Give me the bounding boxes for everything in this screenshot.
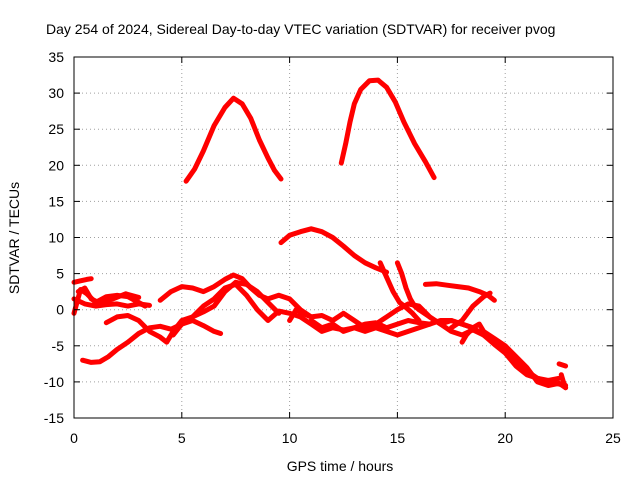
y-tick-label: 0 bbox=[56, 302, 64, 318]
series-arc-15 bbox=[394, 260, 422, 313]
series-arc-8 bbox=[80, 318, 224, 365]
y-axis-label: SDTVAR / TECUs bbox=[6, 182, 22, 294]
x-tick-label: 5 bbox=[178, 430, 186, 446]
series-arc-10 bbox=[157, 272, 314, 320]
series-arc-14 bbox=[377, 260, 422, 323]
y-tick-label: 30 bbox=[48, 85, 64, 101]
y-tick-label: 20 bbox=[48, 157, 64, 173]
series-arc-7 bbox=[75, 285, 142, 306]
x-tick-label: 25 bbox=[605, 430, 621, 446]
series-arc-21 bbox=[556, 361, 569, 369]
x-tick-label: 15 bbox=[390, 430, 406, 446]
series-arc-3 bbox=[278, 226, 390, 275]
x-axis-label: GPS time / hours bbox=[287, 458, 394, 474]
series-arc-22 bbox=[558, 372, 569, 391]
y-tick-label: -5 bbox=[52, 338, 65, 354]
y-tick-label: 25 bbox=[48, 121, 64, 137]
y-tick-label: 15 bbox=[48, 193, 64, 209]
axis-ticks: 0 5 10 15 20 25 -15 -10 -5 0 5 10 15 20 25 30 35 bbox=[44, 49, 621, 446]
series-arc-20 bbox=[459, 321, 569, 391]
y-tick-label: 35 bbox=[48, 49, 64, 65]
y-tick-label: 10 bbox=[48, 230, 64, 246]
series-arc-13 bbox=[308, 318, 433, 338]
x-tick-label: 20 bbox=[497, 430, 513, 446]
x-tick-label: 10 bbox=[282, 430, 298, 446]
series-arc-11 bbox=[170, 281, 433, 338]
grid bbox=[74, 57, 613, 418]
plot-series bbox=[71, 77, 569, 391]
x-tick-label: 0 bbox=[70, 430, 78, 446]
series-arc-1 bbox=[183, 95, 284, 184]
y-tick-label: -15 bbox=[44, 410, 64, 426]
chart-title: Day 254 of 2024, Sidereal Day-to-day VTE… bbox=[46, 21, 555, 37]
series-arc-4 bbox=[71, 276, 94, 285]
y-tick-label: -10 bbox=[44, 374, 64, 390]
series-arc-2 bbox=[338, 77, 437, 181]
y-tick-label: 5 bbox=[56, 266, 64, 282]
